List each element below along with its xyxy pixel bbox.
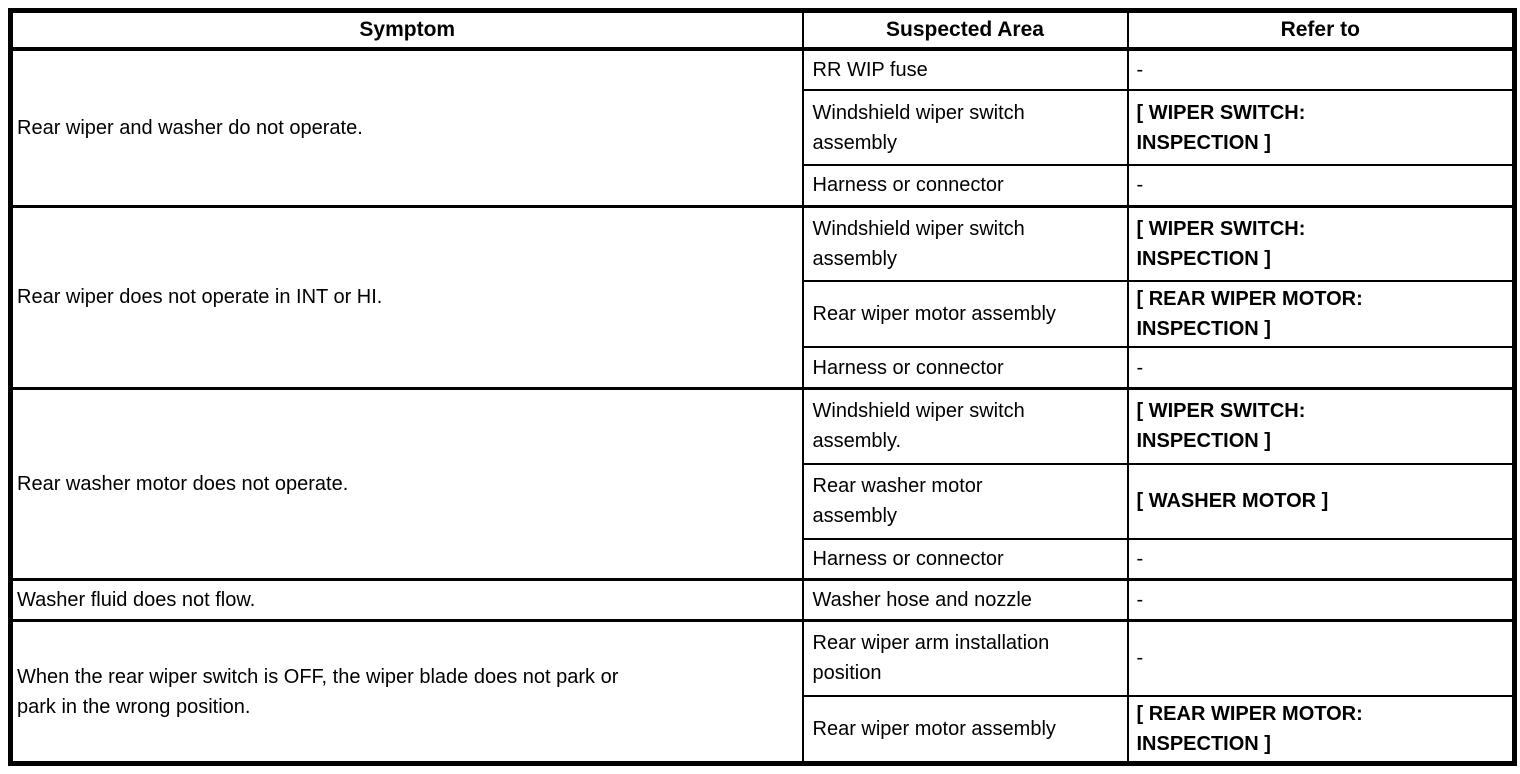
area-cell: Rear wiper arm installation position: [801, 619, 1129, 697]
table-row: Washer fluid does not flow. Washer hose …: [9, 578, 1516, 622]
area-cell: Windshield wiper switch assembly: [801, 204, 1129, 283]
symptom-cell: Rear washer motor does not operate.: [9, 386, 804, 581]
area-cell: Washer hose and nozzle: [801, 578, 1129, 622]
symptom-cell: Rear wiper and washer do not operate.: [9, 47, 804, 208]
symptom-cell: When the rear wiper switch is OFF, the w…: [9, 619, 804, 765]
symptom-cell: Washer fluid does not flow.: [9, 578, 804, 622]
refer-cell: -: [1126, 346, 1516, 390]
refer-cell: [ WIPER SWITCH: INSPECTION ]: [1126, 386, 1516, 465]
symptom-cell: Rear wiper does not operate in INT or HI…: [9, 204, 804, 390]
area-cell: Harness or connector: [801, 537, 1129, 581]
table-row: Windshield wiper switch assembly [ WIPER…: [11, 89, 1516, 167]
table-row: Rear washer motor does not operate. Wind…: [9, 386, 1516, 581]
area-cell: Rear washer motor assembly: [801, 462, 1129, 540]
table-row: Rear wiper motor assembly [ REAR WIPER M…: [11, 694, 1516, 765]
table-row: Harness or connector -: [11, 346, 1516, 390]
column-header-suspected-area: Suspected Area: [801, 9, 1129, 51]
refer-cell: -: [1126, 537, 1516, 581]
table-row: Rear wiper motor assembly [ REAR WIPER M…: [11, 280, 1516, 349]
area-cell: Windshield wiper switch assembly: [801, 89, 1129, 167]
refer-cell: -: [1126, 619, 1516, 697]
refer-cell: [ WIPER SWITCH: INSPECTION ]: [1126, 89, 1516, 167]
table-row: Harness or connector -: [11, 537, 1516, 581]
table-row: Rear washer motor assembly [ WASHER MOTO…: [11, 462, 1516, 540]
symptom-troubleshooting-table: Symptom Suspected Area Refer to Rear wip…: [8, 8, 1517, 766]
refer-cell: -: [1126, 47, 1516, 92]
refer-cell: [ WIPER SWITCH: INSPECTION ]: [1126, 204, 1516, 283]
refer-cell: [ REAR WIPER MOTOR: INSPECTION ]: [1126, 280, 1516, 349]
area-cell: Rear wiper motor assembly: [801, 280, 1129, 349]
refer-cell: [ REAR WIPER MOTOR: INSPECTION ]: [1126, 694, 1516, 765]
header-row: Symptom Suspected Area Refer to: [9, 9, 1516, 51]
table-row: Rear wiper does not operate in INT or HI…: [9, 204, 1516, 390]
area-cell: RR WIP fuse: [801, 47, 1129, 92]
area-cell: Harness or connector: [801, 346, 1129, 390]
area-cell: Rear wiper motor assembly: [801, 694, 1129, 765]
table-row: Rear wiper and washer do not operate. RR…: [9, 47, 1516, 208]
table-row: Harness or connector -: [11, 164, 1516, 208]
refer-cell: -: [1126, 578, 1516, 622]
table-row: When the rear wiper switch is OFF, the w…: [9, 619, 1516, 765]
column-header-refer-to: Refer to: [1126, 9, 1516, 51]
column-header-symptom: Symptom: [9, 9, 804, 51]
refer-cell: [ WASHER MOTOR ]: [1126, 462, 1516, 540]
refer-cell: -: [1126, 164, 1516, 208]
area-cell: Windshield wiper switch assembly.: [801, 386, 1129, 465]
area-cell: Harness or connector: [801, 164, 1129, 208]
